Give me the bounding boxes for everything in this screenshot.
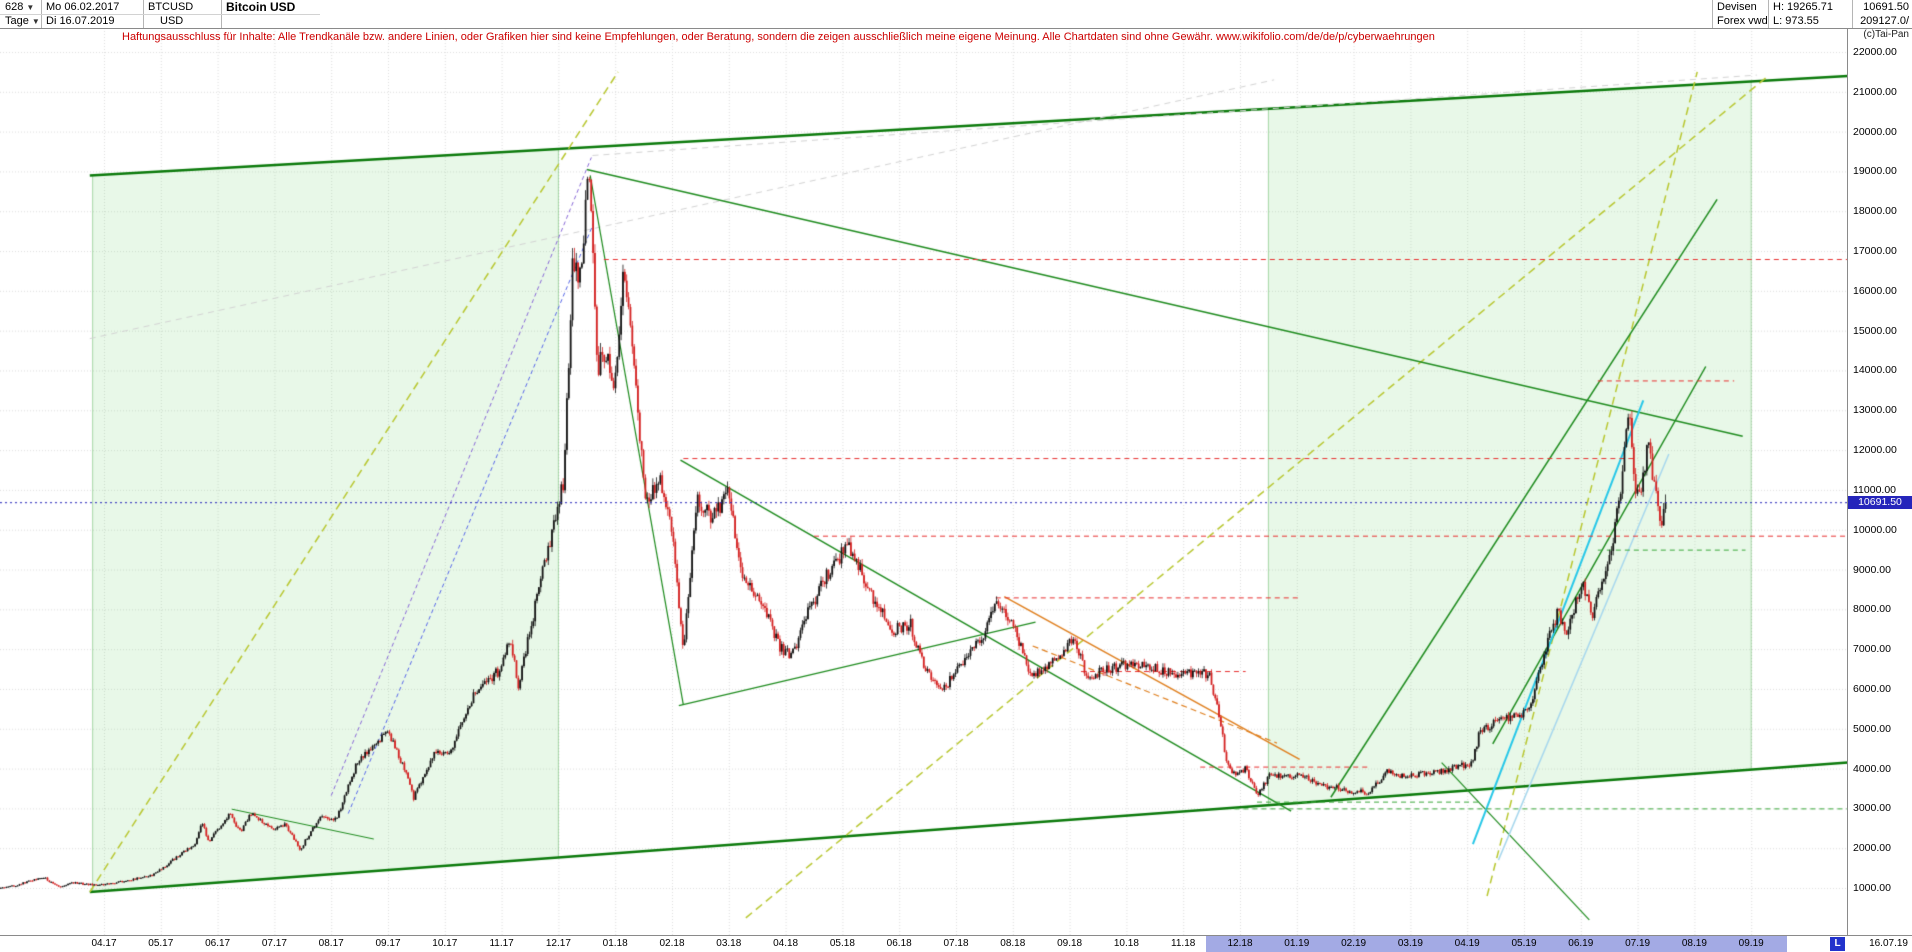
price-tick-label: 20000.00 [1853,125,1897,138]
period-high: H: 19265.71 [1773,1,1833,13]
date-tick-label: 09.17 [375,938,401,949]
volume-value: 209127.0/ [1860,15,1909,27]
bars-count-value: 628 [5,1,24,13]
date-tick-label: 08.19 [1681,938,1707,949]
date-tick-label: 04.17 [91,938,117,949]
date-tick-label: 07.17 [261,938,287,949]
currency-code: USD [160,15,184,27]
price-tick-label: 21000.00 [1853,85,1897,98]
price-tick-label: 15000.00 [1853,324,1897,337]
copyright-label: (c)Tai-Pan [1863,29,1909,40]
date-tick-label: 01.18 [602,938,628,949]
bars-count-dropdown[interactable]: 628 ▼ [5,0,34,14]
date-tick-label: 12.17 [545,938,571,949]
date-tick-label: 08.17 [318,938,344,949]
price-tick-label: 6000.00 [1853,682,1891,695]
exchange-label: Devisen [1717,1,1757,13]
period-dropdown[interactable]: Tage ▼ [5,14,40,28]
period-value: Tage [5,15,29,27]
date-tick-label: 01.19 [1284,938,1310,949]
price-tick-label: 3000.00 [1853,802,1891,815]
date-tick-label: 04.19 [1454,938,1480,949]
candlestick-chart[interactable] [0,28,1848,936]
date-tick-label: 02.18 [659,938,685,949]
date-tick-label: 06.18 [886,938,912,949]
date-tick-label: 08.18 [1000,938,1026,949]
price-tick-label: 9000.00 [1853,563,1891,576]
date-tick-label: 07.19 [1625,938,1651,949]
price-tick-label: 18000.00 [1853,205,1897,218]
feed-label: Forex vwd [1717,15,1768,27]
chevron-down-icon: ▼ [31,17,40,26]
price-tick-label: 2000.00 [1853,842,1891,855]
price-tick-label: 14000.00 [1853,364,1897,377]
date-tick-label: 11.18 [1171,938,1196,949]
last-price: 10691.50 [1863,1,1909,13]
price-tick-label: 16000.00 [1853,284,1897,297]
price-tick-label: 7000.00 [1853,643,1891,656]
price-tick-label: 4000.00 [1853,762,1891,775]
price-tick-label: 5000.00 [1853,722,1891,735]
date-tick-label: 06.17 [205,938,231,949]
visible-range-band [1206,936,1788,952]
price-tick-label: 12000.00 [1853,444,1897,457]
date-tick-label: 09.19 [1738,938,1764,949]
date-tick-label: 09.18 [1057,938,1083,949]
date-tick-label: 05.19 [1511,938,1537,949]
date-tick-label: 10.18 [1113,938,1139,949]
chart-header: 628 ▼ Tage ▼ Mo 06.02.2017 Di 16.07.2019 B… [0,0,1912,29]
price-tick-label: 10000.00 [1853,523,1897,536]
price-tick-label: 17000.00 [1853,245,1897,258]
price-tick-label: 1000.00 [1853,882,1891,894]
date-tick-label: 11.17 [489,938,514,949]
last-bar-marker: L [1830,937,1845,951]
last-bar-date: 16.07.19 [1869,938,1908,949]
date-tick-label: 07.18 [943,938,969,949]
date-tick-label: 06.19 [1568,938,1594,949]
date-tick-label: 03.18 [716,938,742,949]
current-price-badge: 10691.50 [1848,496,1912,510]
symbol-code: BTCUSD [148,1,194,13]
period-low: L: 973.55 [1773,15,1819,27]
end-date: Di 16.07.2019 [46,15,115,27]
date-tick-label: 05.17 [148,938,174,949]
price-tick-label: 19000.00 [1853,165,1897,178]
start-date: Mo 06.02.2017 [46,1,120,13]
chevron-down-icon: ▼ [26,3,35,12]
price-tick-label: 8000.00 [1853,603,1891,616]
price-tick-label: 11000.00 [1853,483,1897,496]
date-tick-label: 04.18 [773,938,799,949]
date-axis[interactable]: L 16.07.19 04.17 05.17 06.17 07.17 08.17 09.1… [0,935,1912,952]
date-tick-label: 10.17 [432,938,458,949]
date-tick-label: 03.19 [1397,938,1423,949]
price-tick-label: 13000.00 [1853,404,1897,417]
date-tick-label: 02.19 [1341,938,1367,949]
disclaimer-text: Haftungsausschluss für Inhalte: Alle Tre… [122,31,1435,43]
date-tick-label: 05.18 [829,938,855,949]
date-tick-label: 12.18 [1227,938,1253,949]
instrument-name: Bitcoin USD [226,0,296,14]
price-axis[interactable]: (c)Tai-Pan 10691.50 22000.00 21000.00 2000… [1847,28,1912,936]
price-tick-label: 22000.00 [1853,46,1897,58]
